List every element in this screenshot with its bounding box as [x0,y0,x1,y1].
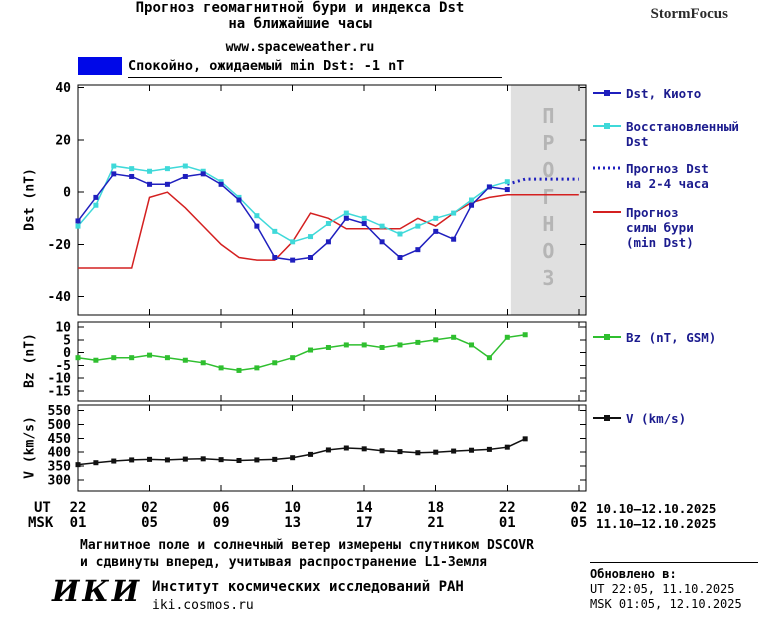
svg-text:02: 02 [141,500,158,516]
series-line [77,173,508,261]
forecast-region-label: О [542,239,554,263]
forecast-dst-legend-swatch [593,162,621,177]
legend-forecast-dst: Прогноз Dst на 2-4 часа [593,161,709,191]
restored-dst-legend-swatch [593,120,621,135]
legend-restored-dst: Восстановленный Dst [593,119,739,149]
storm-status-text: Спокойно, ожидаемый min Dst: -1 nT [128,58,502,78]
updated-msk-time: MSK 01:05, 12.10.2025 [590,597,742,611]
institute-name: Институт космических исследований РАН [152,579,464,595]
legend-dst-kyoto-label: Dst, Киото [626,86,702,101]
svg-text:13: 13 [284,515,301,531]
msk-row-label: MSK [28,515,54,531]
svg-text:-5: -5 [55,359,71,374]
svg-text:-10: -10 [48,372,72,387]
legend-forecast-dst-label: Прогноз Dst на 2-4 часа [626,161,709,191]
legend-restored-dst-label: Восстановленный Dst [626,119,739,149]
svg-text:05: 05 [570,515,587,531]
svg-text:05: 05 [141,515,158,531]
forecast-region [510,85,586,315]
legend-dst-kyoto: Dst, Киото [593,86,701,102]
institute-site-link[interactable]: iki.cosmos.ru [152,598,254,613]
bz-legend-swatch [593,331,621,346]
v-y-axis-label: V (km/s) [22,416,38,479]
ut-row-label: UT [34,500,51,516]
forecast-storm-legend-swatch [593,206,621,221]
svg-text:01: 01 [70,515,87,531]
svg-text:01: 01 [499,515,516,531]
v-legend-swatch [593,412,621,427]
svg-text:-40: -40 [48,290,72,305]
svg-text:17: 17 [356,515,373,531]
svg-text:21: 21 [427,515,444,531]
updated-block: Обновлено в: UT 22:05, 11.10.2025 MSK 01… [590,562,758,612]
dst-y-axis-label: Dst (nT) [22,168,38,231]
svg-text:10: 10 [55,321,71,336]
svg-text:02: 02 [570,500,587,516]
forecast-region-label: Г [542,185,554,209]
svg-text:5: 5 [63,333,71,348]
svg-text:550: 550 [48,404,72,419]
svg-text:450: 450 [48,432,72,447]
svg-text:40: 40 [55,81,71,96]
legend-bz: Bz (nT, GSM) [593,330,716,346]
ut-date-range: 10.10–12.10.2025 [596,501,717,516]
measurement-note-line-2: и сдвинуты вперед, учитывая распростране… [80,555,487,570]
charts-canvas: ПРОГНОЗ-40-2002040-15-10-505103003504004… [48,81,588,531]
svg-text:0: 0 [63,186,71,201]
storm-level-swatch [78,57,122,75]
svg-text:-15: -15 [48,384,71,399]
forecast-region-label: Н [542,212,554,236]
svg-text:-20: -20 [48,238,72,253]
legend-forecast-storm: Прогноз силы бури (min Dst) [593,205,694,250]
svg-text:10: 10 [284,500,301,516]
legend-v: V (km/s) [593,411,686,427]
svg-text:06: 06 [213,500,230,516]
svg-text:0: 0 [63,346,71,361]
forecast-region-label: Р [542,131,554,155]
forecast-region-label: П [542,104,554,128]
page-title: Прогноз геомагнитной бури и индекса Dst … [0,0,600,32]
svg-text:22: 22 [70,500,87,516]
series-line [506,177,579,186]
title-line-2: на ближайшие часы [228,16,372,32]
svg-text:500: 500 [48,418,72,433]
svg-text:350: 350 [48,460,72,475]
forecast-region-label: З [542,266,554,290]
dst-kyoto-legend-swatch [593,87,621,102]
msk-date-range: 11.10–12.10.2025 [596,516,717,531]
website-link[interactable]: www.spaceweather.ru [225,40,375,55]
svg-text:400: 400 [48,446,72,461]
series-line [77,333,526,372]
measurement-note-line-1: Магнитное поле и солнечный ветер измерен… [80,538,534,553]
svg-text:20: 20 [55,133,71,148]
forecast-region-label: О [542,158,554,182]
legend-v-label: V (km/s) [626,411,687,426]
svg-text:09: 09 [213,515,230,531]
svg-text:300: 300 [48,473,72,488]
svg-text:22: 22 [499,500,516,516]
brand-label: StormFocus [650,6,729,22]
updated-ut-time: UT 22:05, 11.10.2025 [590,582,735,596]
title-line-1: Прогноз геомагнитной бури и индекса Dst [135,0,465,16]
updated-heading: Обновлено в: [590,567,677,581]
legend-forecast-storm-label: Прогноз силы бури (min Dst) [626,205,694,250]
iki-logo: ИКИ [52,574,143,608]
series-line [78,191,579,269]
series-line [77,438,526,466]
series-line [77,165,508,243]
svg-text:18: 18 [427,500,444,516]
legend-bz-label: Bz (nT, GSM) [626,330,717,345]
svg-text:14: 14 [356,500,373,516]
